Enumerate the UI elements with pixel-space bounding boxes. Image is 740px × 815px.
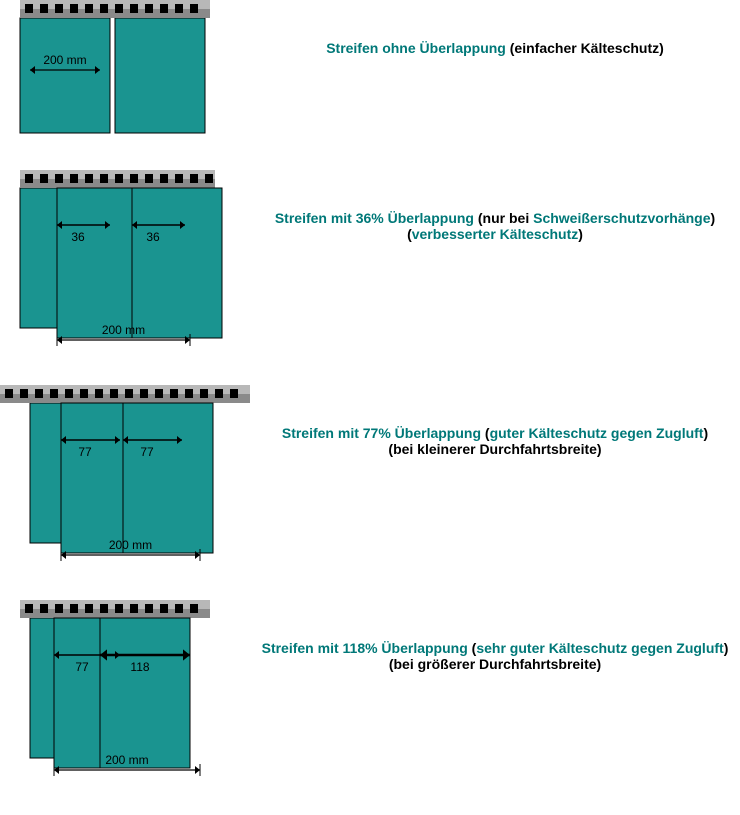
overlap-diagram: 77 77 200 mm <box>0 385 250 570</box>
width-label: 200 mm <box>43 53 86 67</box>
caption-line: Streifen mit 77% Überlappung (guter Kält… <box>250 425 740 441</box>
overlap-diagram: 200 mm <box>0 0 250 140</box>
diagram-row: 77 77 200 mm Streifen mit 77% Überlappung (… <box>0 385 740 570</box>
caption-line: Streifen mit 118% Überlappung (sehr gute… <box>250 640 740 656</box>
caption-column: Streifen ohne Überlappung (einfacher Käl… <box>250 0 740 56</box>
width-label: 200 mm <box>109 538 152 552</box>
overlap-label: 77 <box>140 445 154 459</box>
diagram-row: 36 36 200 mm Streifen mit 36% Überlappung (… <box>0 170 740 355</box>
caption-line: Streifen ohne Überlappung (einfacher Käl… <box>250 40 740 56</box>
diagram-row: 77 118 200 mm Streifen mit 118% Überlappung… <box>0 600 740 785</box>
caption-column: Streifen mit 77% Überlappung (guter Kält… <box>250 385 740 457</box>
caption-line: (bei größerer Durchfahrtsbreite) <box>250 656 740 672</box>
overlap-label: 36 <box>71 230 85 244</box>
overlap-diagram: 77 118 200 mm <box>0 600 250 785</box>
diagram-column: 77 77 200 mm <box>0 385 250 570</box>
overlap-label: 36 <box>146 230 160 244</box>
overlap-diagram: 36 36 200 mm <box>0 170 250 355</box>
diagram-column: 200 mm <box>0 0 250 140</box>
caption-column: Streifen mit 36% Überlappung (nur bei Sc… <box>250 170 740 242</box>
overlap-label: 118 <box>130 660 149 674</box>
caption-line: (verbesserter Kälteschutz) <box>250 226 740 242</box>
caption-column: Streifen mit 118% Überlappung (sehr gute… <box>250 600 740 672</box>
overlap-label: 77 <box>78 445 92 459</box>
width-label: 200 mm <box>105 753 148 767</box>
diagram-column: 77 118 200 mm <box>0 600 250 785</box>
diagram-row: 200 mm Streifen ohne Überlappung (einfach… <box>0 0 740 140</box>
diagram-column: 36 36 200 mm <box>0 170 250 355</box>
width-label: 200 mm <box>102 323 145 337</box>
overlap-label: 77 <box>75 660 89 674</box>
caption-line: Streifen mit 36% Überlappung (nur bei Sc… <box>250 210 740 226</box>
caption-line: (bei kleinerer Durchfahrtsbreite) <box>250 441 740 457</box>
